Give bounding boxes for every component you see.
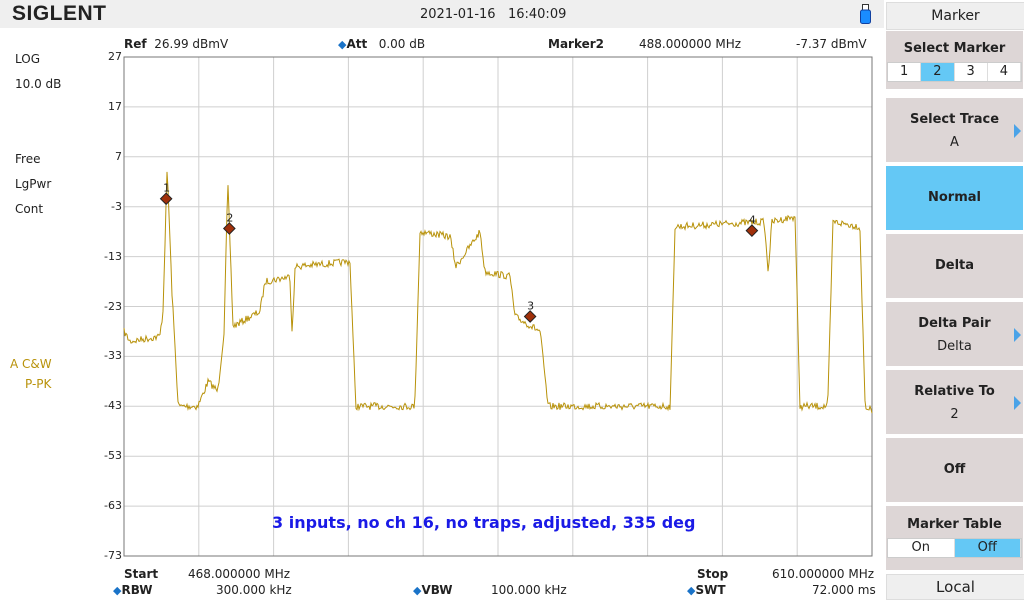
stop-label: Stop (697, 567, 729, 581)
diamond-icon: ◆ (338, 38, 347, 51)
select-trace-value: A (950, 135, 959, 150)
trace-a (123, 171, 873, 414)
marker-4-label: 4 (749, 214, 756, 227)
y-tick-label: -53 (104, 449, 122, 463)
y-tick-label: -23 (104, 299, 122, 313)
delta-pair-key[interactable]: Delta Pair Delta (886, 302, 1023, 366)
marker-1-label: 1 (163, 182, 170, 195)
select-marker-label: Select Marker (903, 41, 1006, 56)
arrow-right-icon (1014, 124, 1021, 138)
normal-label: Normal (928, 190, 981, 205)
delta-label: Delta (934, 258, 975, 273)
rbw-label: RBW (121, 583, 153, 597)
start-value[interactable]: 468.000000 MHz (188, 567, 291, 581)
y-tick-label: 17 (108, 99, 122, 113)
local-button[interactable]: Local (886, 574, 1024, 600)
spectrum-plot[interactable]: 1 2 3 4 (0, 0, 884, 600)
marker-1-diamond (159, 192, 173, 206)
y-tick-label: -43 (104, 399, 122, 413)
delta-key[interactable]: Delta (886, 234, 1023, 298)
off-key[interactable]: Off (886, 438, 1023, 502)
marker-2-diamond (222, 222, 236, 235)
relative-to-value: 2 (950, 407, 959, 422)
swt-value[interactable]: 72.000 ms (812, 583, 876, 597)
select-marker-key[interactable]: Select Marker 1 2 3 4 (886, 31, 1023, 89)
menu-title: Marker (886, 2, 1024, 30)
trace-type: C&W (22, 357, 52, 371)
diamond-icon: ◆ (413, 584, 422, 597)
relative-to-label: Relative To (914, 384, 995, 399)
marker-1-option[interactable]: 1 (888, 63, 922, 81)
y-tick-label: -63 (104, 499, 122, 513)
diamond-icon: ◆ (113, 584, 122, 597)
stop-value[interactable]: 610.000000 MHz (772, 567, 875, 581)
date: 2021-01-16 (420, 7, 496, 22)
plot-border (123, 56, 873, 557)
swt-label: SWT (695, 583, 726, 597)
top-bar (0, 0, 884, 28)
scale-type: LOG (15, 52, 41, 66)
vbw-label: VBW (421, 583, 453, 597)
scale-div: 10.0 dB (15, 77, 62, 91)
marker-4-diamond (745, 224, 759, 238)
y-tick-label: -33 (104, 349, 122, 363)
select-trace-key[interactable]: Select Trace A (886, 98, 1023, 162)
trace-detector: P-PK (25, 377, 52, 391)
marker-2-option[interactable]: 2 (921, 63, 955, 81)
marker-4-option[interactable]: 4 (988, 63, 1021, 81)
delta-pair-label: Delta Pair (918, 316, 991, 331)
marker-2-label: 2 (226, 212, 233, 225)
start-label: Start (124, 567, 159, 581)
arrow-right-icon (1014, 328, 1021, 342)
marker-table-key[interactable]: Marker Table On Off (886, 506, 1023, 570)
normal-key[interactable]: Normal (886, 166, 1023, 230)
y-tick-label: -3 (111, 199, 122, 213)
trace-id: A (10, 357, 19, 371)
softkey-panel: Marker Select Marker 1 2 3 4 Select Trac… (884, 0, 1024, 600)
y-tick-label: -73 (104, 549, 122, 562)
marker-3-diamond (523, 310, 537, 323)
y-tick-label: -13 (104, 249, 122, 263)
marker-freq: 488.000000 MHz (639, 37, 742, 51)
y-tick-label: 27 (108, 50, 122, 63)
detector: LgPwr (15, 177, 52, 191)
marker-3-option[interactable]: 3 (955, 63, 988, 81)
relative-to-key[interactable]: Relative To 2 (886, 370, 1023, 434)
select-trace-label: Select Trace (909, 112, 1000, 127)
att-value[interactable]: 0.00 dB (378, 37, 426, 51)
sweep-mode: Cont (15, 202, 44, 216)
y-tick-label: 7 (115, 149, 122, 163)
att-label: Att (346, 37, 368, 51)
usb-drive-icon (860, 4, 871, 24)
datetime: 2021-01-16 16:40:09 (420, 7, 566, 22)
rbw-value[interactable]: 300.000 kHz (216, 583, 292, 597)
marker-label: Marker2 (548, 37, 605, 51)
vbw-value[interactable]: 100.000 kHz (491, 583, 567, 597)
marker-level: -7.37 dBmV (796, 37, 867, 51)
trigger-mode: Free (15, 152, 41, 166)
ref-label: Ref (124, 37, 147, 51)
marker-table-label: Marker Table (907, 517, 1002, 532)
time: 16:40:09 (507, 7, 567, 22)
marker-table-off[interactable]: Off (954, 539, 1021, 557)
delta-pair-value: Delta (937, 339, 972, 354)
annotation: 3 inputs, no ch 16, no traps, adjusted, … (272, 513, 696, 532)
diamond-icon: ◆ (687, 584, 696, 597)
arrow-right-icon (1014, 396, 1021, 410)
marker-3-label: 3 (527, 299, 534, 312)
marker-table-on[interactable]: On (888, 539, 955, 557)
siglent-logo: SIGLENT (12, 2, 107, 25)
off-label: Off (943, 462, 966, 477)
ref-value[interactable]: 26.99 dBmV (154, 37, 229, 51)
